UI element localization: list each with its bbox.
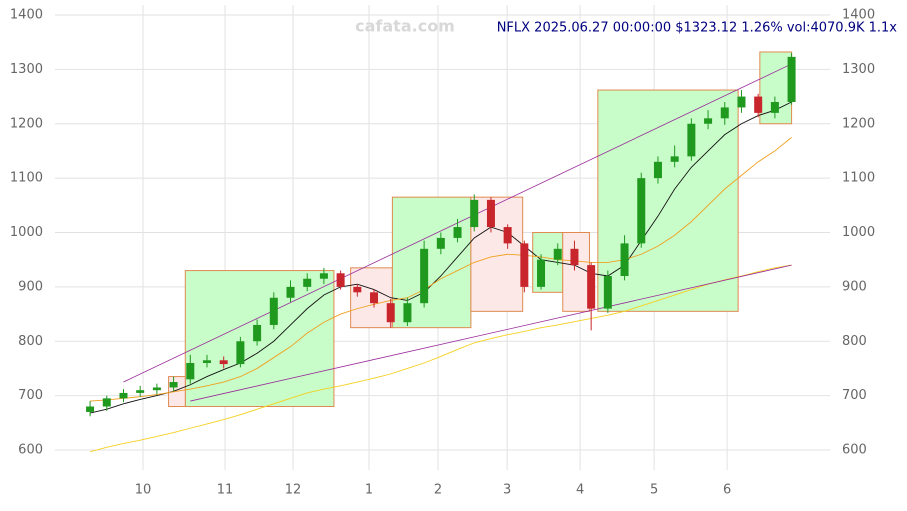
trend-line [190,264,792,402]
x-tick-label: 6 [723,483,731,498]
candle-body [102,398,111,407]
y-tick-label: 700 [18,388,43,403]
x-tick-label: 3 [503,483,511,498]
y-tick-label-right: 1000 [842,225,875,240]
y-tick-label-right: 900 [842,279,867,294]
candle-body [603,276,612,309]
x-tick-label: 11 [217,483,234,498]
candle-body [704,118,713,124]
x-tick-label: 4 [576,483,584,498]
y-tick-label: 1000 [10,225,43,240]
x-tick-label: 1 [365,483,373,498]
candle-body [119,392,128,399]
candle-body [553,248,562,260]
watermark: cafata.com [355,17,455,36]
y-tick-label: 1200 [10,116,43,131]
candle-body [787,56,796,102]
candle-body [370,292,379,304]
candle-body [319,273,328,279]
x-tick-label: 2 [434,483,442,498]
zone-box [562,232,590,312]
y-tick-label-right: 800 [842,334,867,349]
candle-body [620,243,629,276]
candle-body [403,303,412,323]
candle-body [503,227,512,244]
candle-body [637,178,646,244]
candle-body [136,390,145,393]
y-tick-label-right: 600 [842,443,867,458]
candle-body [520,243,529,287]
x-tick-label: 5 [650,483,658,498]
y-tick-label-right: 1400 [842,8,875,23]
moving-average [89,264,792,453]
candle-body [436,237,445,249]
x-tick-label: 12 [285,483,302,498]
zone-box [759,51,793,125]
candle-body [737,96,746,108]
moving-average [89,101,792,414]
y-tick-label: 1100 [10,171,43,186]
y-tick-label: 1400 [10,8,43,23]
x-tick-label: 10 [135,483,152,498]
candle-body [219,360,228,365]
candle-body [670,156,679,162]
candle-body [269,297,278,325]
candle-body [152,387,161,391]
candle-body [453,227,462,238]
candle-body [386,303,395,323]
candle-body [336,273,345,287]
candle-body [353,286,362,293]
moving-average [90,136,792,402]
candle-body [653,161,662,179]
candle-body [253,324,262,342]
y-tick-label-right: 1300 [842,62,875,77]
zone-box [470,196,524,312]
candle-body [186,363,195,380]
chart-title: NFLX 2025.06.27 00:00:00 $1323.12 1.26% … [497,21,898,36]
y-tick-label-right: 1200 [842,116,875,131]
candle-body [687,123,696,157]
y-tick-label: 1300 [10,62,43,77]
candle-body [587,265,596,309]
y-tick-label: 800 [18,334,43,349]
y-tick-label: 900 [18,279,43,294]
candle-body [420,248,429,304]
candle-body [202,360,211,363]
candle-body [236,341,245,365]
candle-body [486,199,495,228]
candle-body [537,259,546,287]
y-tick-label-right: 1100 [842,171,875,186]
candle-body [754,96,763,113]
candle-body [570,248,579,266]
candle-body [169,382,178,388]
candle-body [86,406,95,412]
y-tick-label-right: 700 [842,388,867,403]
y-tick-label: 600 [18,443,43,458]
candle-body [770,102,779,113]
candle-body [303,278,312,287]
candle-body [720,107,729,119]
candle-body [286,286,295,298]
candle-body [470,199,479,228]
